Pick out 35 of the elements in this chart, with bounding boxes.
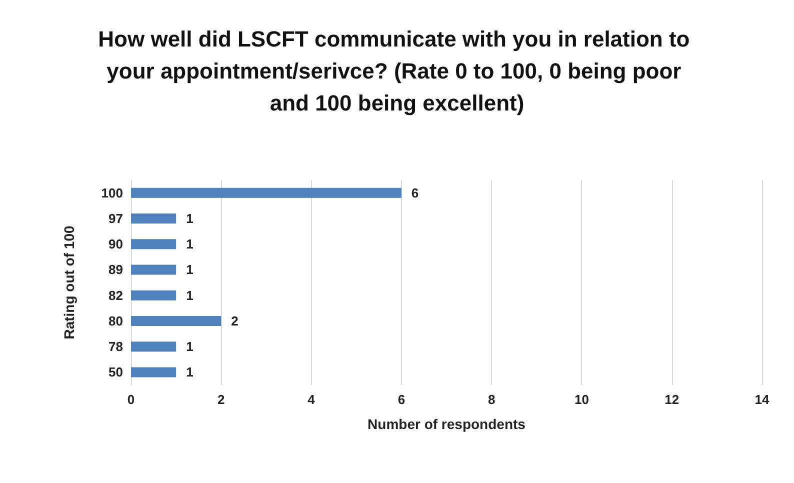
x-tick-label: 4: [308, 392, 316, 407]
y-tick-label: 78: [108, 339, 123, 354]
y-tick-label: 80: [108, 313, 123, 328]
y-axis-title: Rating out of 100: [61, 226, 77, 340]
data-label: 2: [231, 313, 238, 328]
x-tick-label: 12: [664, 392, 680, 407]
y-tick-label: 97: [108, 210, 123, 226]
data-label: 1: [186, 288, 194, 303]
bar: [131, 367, 176, 378]
x-tick-label: 0: [127, 392, 135, 407]
y-tick-label: 100: [101, 185, 123, 200]
y-tick-label: 50: [108, 364, 123, 380]
bar: [131, 239, 176, 250]
x-tick-label: 14: [754, 392, 770, 407]
bar: [131, 213, 176, 224]
y-tick-label: 89: [108, 262, 123, 278]
data-label: 1: [186, 210, 194, 226]
data-label: 1: [186, 236, 194, 252]
x-tick-label: 10: [574, 392, 589, 407]
x-tick-label: 8: [488, 392, 496, 407]
y-tick-label: 90: [108, 236, 123, 252]
bar: [131, 316, 222, 326]
bar: [131, 264, 176, 275]
bar: [131, 188, 402, 198]
data-label: 6: [411, 185, 419, 200]
data-label: 1: [186, 339, 194, 354]
data-label: 1: [186, 262, 194, 278]
x-axis-title: Number of respondents: [368, 416, 526, 432]
x-tick-label: 6: [398, 392, 406, 407]
data-label: 1: [186, 364, 194, 380]
x-tick-label: 2: [218, 392, 225, 407]
bar: [131, 290, 176, 300]
bar: [131, 342, 176, 352]
chart-title: How well did LSCFT communicate with you in relation to your appointment/serivce? (Rate 0 to 100, 0 being poor and 100 being excellent): [98, 26, 696, 116]
y-tick-label: 82: [108, 288, 123, 303]
